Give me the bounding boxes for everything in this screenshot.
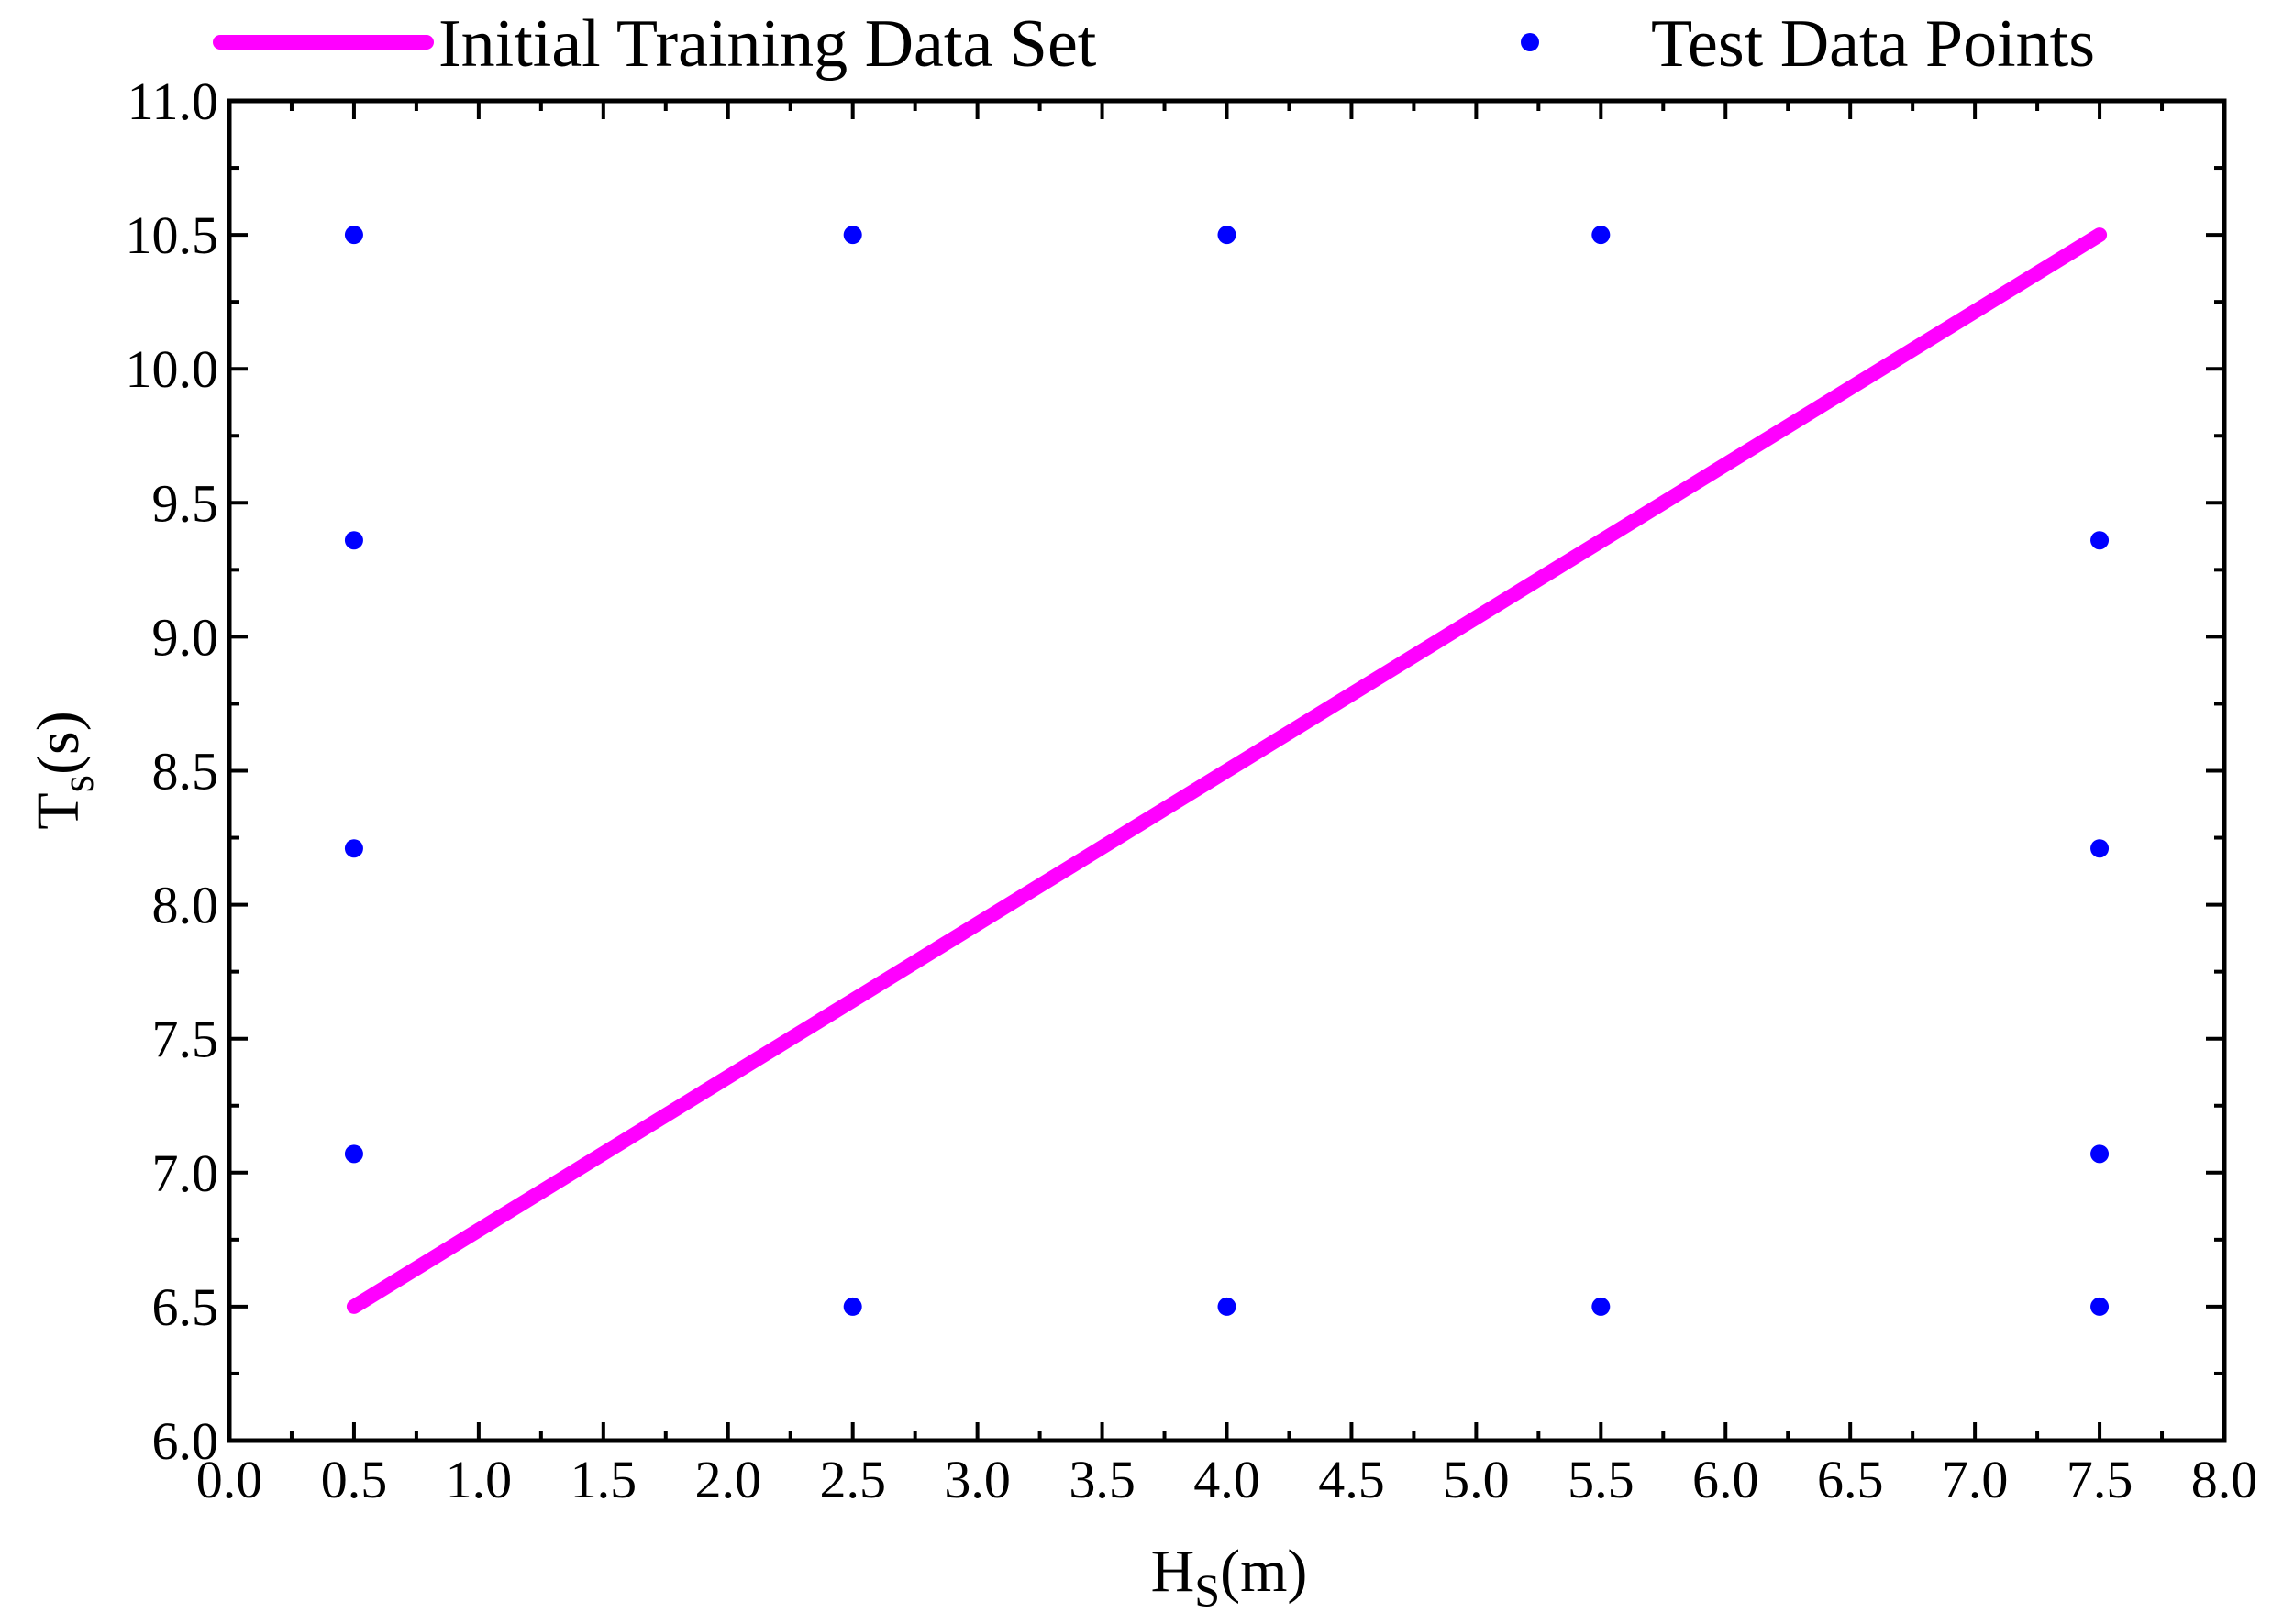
x-tick-label: 2.0 [695, 1450, 762, 1509]
legend-label-test: Test Data Points [1651, 6, 2095, 82]
x-tick-label: 0.5 [321, 1450, 388, 1509]
x-tick-label: 3.0 [944, 1450, 1011, 1509]
y-tick-label: 7.5 [152, 1010, 219, 1069]
test-data-point [1217, 226, 1236, 245]
y-axis-title: Ts(s) [25, 711, 103, 829]
x-tick-label: 4.5 [1318, 1450, 1385, 1509]
x-tick-label: 1.0 [446, 1450, 513, 1509]
x-tick-label: 7.0 [1942, 1450, 2009, 1509]
series-line-training [346, 227, 2108, 1314]
test-data-point [1217, 1297, 1236, 1316]
y-tick-labels: 6.0 6.5 7.0 7.5 8.0 8.5 9.0 9.5 10.0 10.5 11.0 [126, 72, 219, 1471]
y-axis-title-sub: s [51, 775, 103, 792]
x-axis-title-unit: (m) [1220, 1538, 1307, 1605]
x-tick-label: 3.5 [1069, 1450, 1136, 1509]
y-axis-title-main: T [25, 792, 92, 829]
test-data-point [2090, 531, 2110, 550]
x-tick-label: 5.0 [1443, 1450, 1510, 1509]
x-tick-label: 5.5 [1568, 1450, 1635, 1509]
x-tick-label: 2.5 [819, 1450, 886, 1509]
y-tick-label: 10.0 [126, 339, 219, 399]
x-tick-label: 7.5 [2067, 1450, 2133, 1509]
legend: Initial Training Data Set Test Data Poin… [213, 6, 2095, 82]
x-axis-title: HS(m) [1151, 1538, 1308, 1616]
y-tick-label: 10.5 [126, 205, 219, 265]
test-data-point [1591, 226, 1611, 245]
y-tick-label: 9.5 [152, 473, 219, 533]
y-tick-label: 8.5 [152, 742, 219, 801]
test-data-point [2090, 1297, 2110, 1316]
x-tick-label: 8.0 [2191, 1450, 2258, 1509]
y-tick-label: 6.0 [152, 1411, 219, 1471]
axis-ticks [227, 99, 2226, 1442]
x-axis-title-main: H [1151, 1538, 1195, 1605]
x-tick-label: 6.5 [1817, 1450, 1884, 1509]
x-tick-label: 1.5 [571, 1450, 637, 1509]
x-tick-label: 0.0 [196, 1450, 263, 1509]
test-data-point [843, 1297, 862, 1316]
x-tick-label: 6.0 [1692, 1450, 1759, 1509]
legend-swatch-dot [1521, 33, 1539, 51]
test-data-point [344, 226, 363, 245]
y-tick-label: 7.0 [152, 1143, 219, 1203]
test-data-point [344, 1144, 363, 1164]
x-axis-title-sub: S [1194, 1564, 1220, 1616]
test-data-point [2090, 1144, 2110, 1164]
x-tick-label: 4.0 [1193, 1450, 1260, 1509]
y-axis-title-unit: (s) [25, 711, 92, 775]
series-layer [344, 226, 2110, 1316]
test-data-point [2090, 839, 2110, 858]
test-data-point [344, 839, 363, 858]
x-tick-labels: 0.0 0.5 1.0 1.5 2.0 2.5 3.0 3.5 4.0 4.5 5.0 5.5 6.0 6… [196, 1450, 2258, 1509]
test-data-point [843, 226, 862, 245]
test-data-point [344, 531, 363, 550]
y-tick-label: 9.0 [152, 607, 219, 667]
legend-label-training: Initial Training Data Set [438, 6, 1097, 82]
y-tick-label: 6.5 [152, 1277, 219, 1337]
y-tick-label: 11.0 [127, 72, 218, 131]
y-tick-label: 8.0 [152, 876, 219, 935]
test-data-point [1591, 1297, 1611, 1316]
